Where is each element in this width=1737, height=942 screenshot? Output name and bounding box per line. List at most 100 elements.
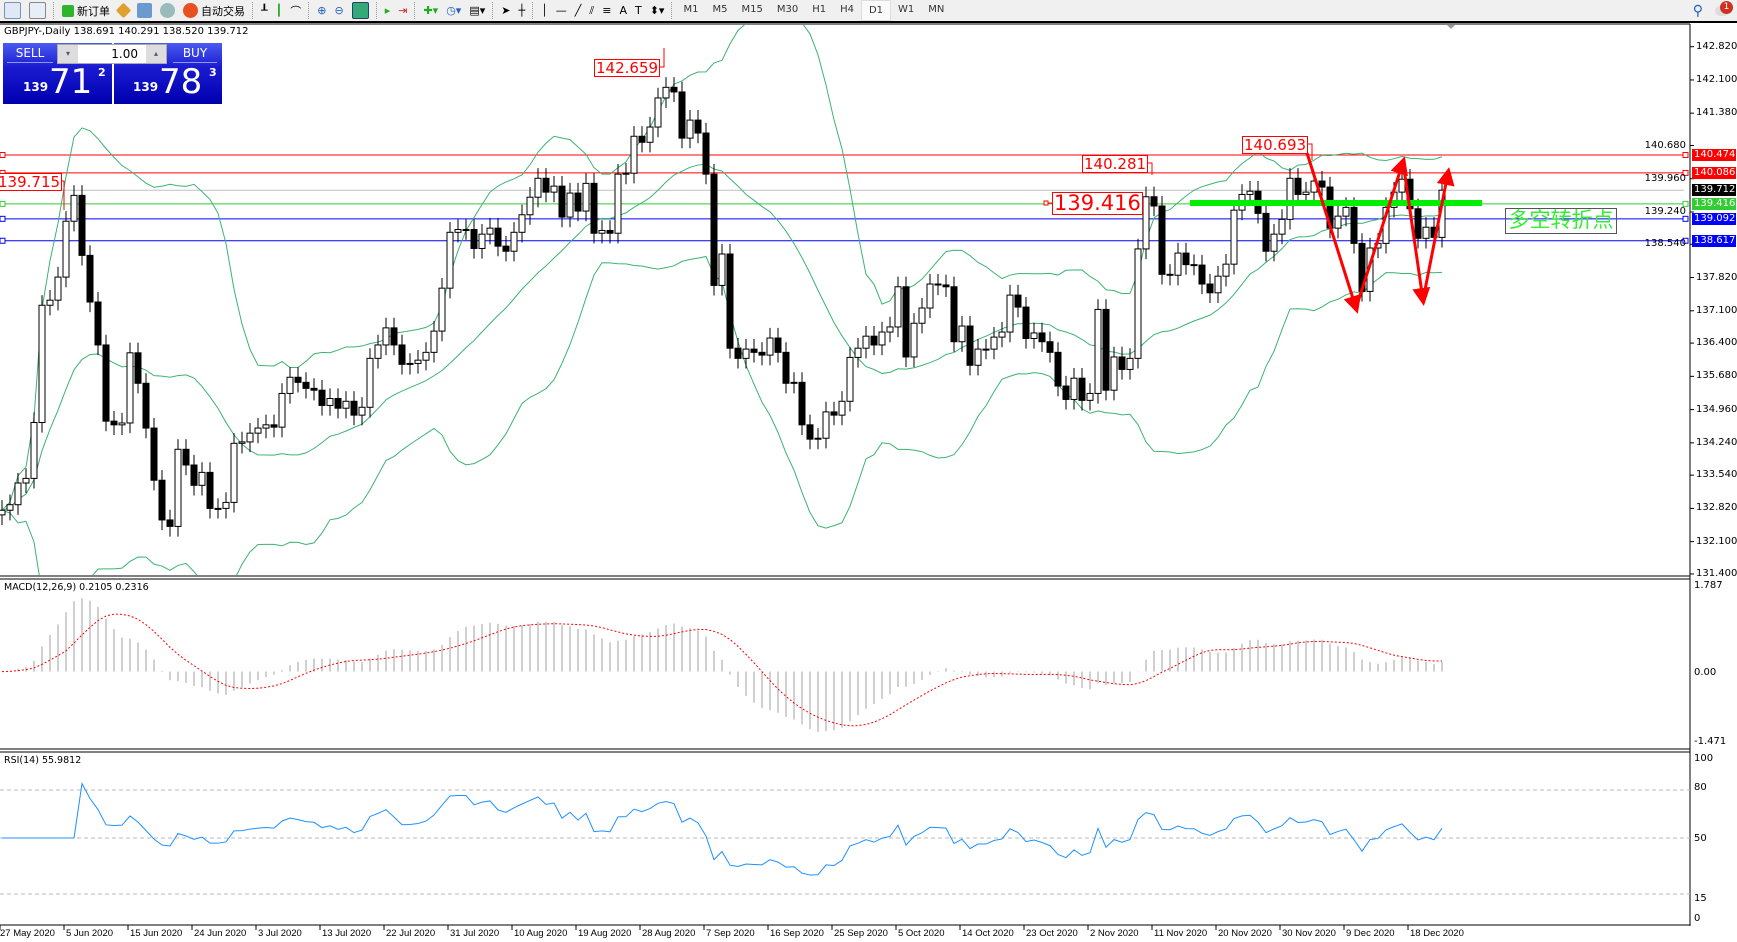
divider (492, 2, 494, 19)
candle-body (894, 286, 902, 328)
candle-body (374, 344, 382, 359)
price-label-left[interactable]: 139.715 (0, 173, 63, 191)
timeframe-m5[interactable]: M5 (712, 4, 728, 15)
buy-price-prefix: 139 (133, 80, 159, 94)
notifications-icon[interactable]: 1 (1707, 1, 1737, 20)
auto-trading-label: 自动交易 (201, 4, 245, 18)
search-icon[interactable]: ⚲ (1692, 2, 1703, 19)
zoom-in-icon[interactable]: ⊕ (317, 4, 327, 17)
crosshair-icon[interactable]: ┼ (518, 4, 526, 17)
autoscroll-icon[interactable]: ▸ (384, 4, 391, 17)
candle-body (1046, 341, 1054, 353)
bar-chart-icon[interactable]: ┸ (261, 4, 268, 17)
signal-icon[interactable] (156, 1, 179, 20)
price-label-high[interactable]: 142.659 (594, 59, 661, 77)
list-icon[interactable] (0, 1, 25, 20)
price-tick: 135.680 (1696, 370, 1737, 382)
candle-body (646, 126, 654, 143)
candle-body (22, 477, 30, 484)
candle-body (1022, 306, 1030, 339)
candle-body (198, 471, 206, 486)
candle-body (78, 194, 86, 256)
candle-body (1038, 332, 1046, 343)
zoom-history-icon[interactable] (25, 1, 50, 20)
timeframe-m30[interactable]: M30 (776, 4, 799, 15)
timeframe-d1[interactable]: D1 (860, 0, 892, 21)
sell-price-main: 71 (49, 62, 93, 102)
timeframe-m15[interactable]: M15 (741, 4, 763, 15)
candle-body (62, 220, 70, 278)
candle-body (166, 519, 174, 527)
new-order-button[interactable]: 新订单 (58, 1, 114, 20)
chart-shift-icon[interactable]: ⇥ (398, 4, 408, 17)
lot-size-input[interactable]: ▾ 1.00 ▴ (57, 44, 167, 64)
trend-arrow (1401, 161, 1431, 306)
trend-arrow (1305, 152, 1361, 314)
candle-body (1166, 273, 1174, 276)
line-price-tag: 140.086 (1692, 166, 1736, 179)
line-anchor (1682, 215, 1689, 222)
candle-body (702, 132, 710, 175)
text-icon[interactable]: A (619, 4, 627, 17)
candle-body (566, 192, 574, 218)
indicators-icon[interactable]: ✚▾ (423, 4, 439, 17)
candle-body (534, 177, 542, 198)
candle-body (998, 331, 1006, 338)
rsi-axis-15: 15 (1694, 893, 1707, 904)
text-label-icon[interactable]: T (634, 4, 642, 17)
candle-body (1078, 377, 1086, 401)
price-tick: 138.540 (1644, 238, 1686, 250)
lot-increase-button[interactable]: ▴ (146, 45, 166, 63)
equidistant-channel-icon[interactable]: ⫽ (589, 3, 595, 17)
candle-body (590, 182, 598, 234)
rsi-line (2, 782, 1443, 876)
pivot-annotation[interactable]: 多空转折点 (1505, 208, 1617, 234)
timeframe-h4[interactable]: H4 (840, 4, 854, 15)
date-tick: 31 Jul 2020 (450, 928, 500, 939)
timeframe-mn[interactable]: MN (928, 4, 945, 15)
price-label-dec-high[interactable]: 140.693 (1242, 136, 1309, 154)
candle-body (1126, 357, 1134, 370)
fibonacci-icon[interactable]: ≡ (602, 4, 612, 17)
trendline-icon[interactable]: ╱ (574, 4, 582, 17)
tile-windows-icon[interactable] (348, 1, 373, 20)
periods-icon[interactable]: ◷▾ (446, 4, 462, 17)
timeframe-h1[interactable]: H1 (812, 4, 827, 15)
line-price-tag: 139.416 (1692, 197, 1736, 210)
candle-body (686, 119, 694, 139)
navigator-icon[interactable] (133, 1, 156, 20)
horizontal-line-icon[interactable]: — (555, 4, 567, 17)
lot-decrease-button[interactable]: ▾ (58, 45, 78, 63)
buy-price-main: 78 (159, 62, 203, 102)
candle-body (1118, 356, 1126, 370)
divider (252, 2, 254, 19)
candlestick-icon[interactable]: ┃ (275, 4, 283, 17)
cursor-icon[interactable]: ➤ (501, 4, 511, 17)
candle-body (734, 347, 742, 359)
line-anchor (0, 200, 6, 207)
candle-body (966, 325, 974, 366)
candle-body (230, 442, 238, 503)
candle-body (1086, 392, 1094, 401)
price-label-pivot[interactable]: 139.416 (1052, 191, 1143, 215)
candle-body (174, 448, 182, 527)
line-price-tag: 139.092 (1692, 212, 1736, 225)
timeframe-m1[interactable]: M1 (683, 4, 699, 15)
candle-body (1150, 196, 1158, 207)
line-chart-icon[interactable]: ⌒ (290, 4, 302, 18)
candle-body (342, 400, 350, 409)
notification-badge: 1 (1720, 1, 1733, 14)
price-label-nov-high[interactable]: 140.281 (1082, 155, 1149, 173)
zoom-out-icon[interactable]: ⊖ (334, 4, 344, 17)
timeframe-w1[interactable]: W1 (898, 4, 915, 15)
arrows-icon[interactable]: ⬍▾ (649, 4, 665, 17)
candle-body (622, 172, 630, 175)
auto-trading-button[interactable]: 自动交易 (179, 1, 249, 20)
price-tick: 140.680 (1644, 139, 1686, 151)
date-tick: 2 Nov 2020 (1090, 928, 1139, 939)
candle-body (694, 119, 702, 134)
vertical-line-icon[interactable]: │ (541, 4, 548, 17)
templates-icon[interactable]: ▤▾ (469, 4, 486, 17)
candle-body (206, 471, 214, 509)
